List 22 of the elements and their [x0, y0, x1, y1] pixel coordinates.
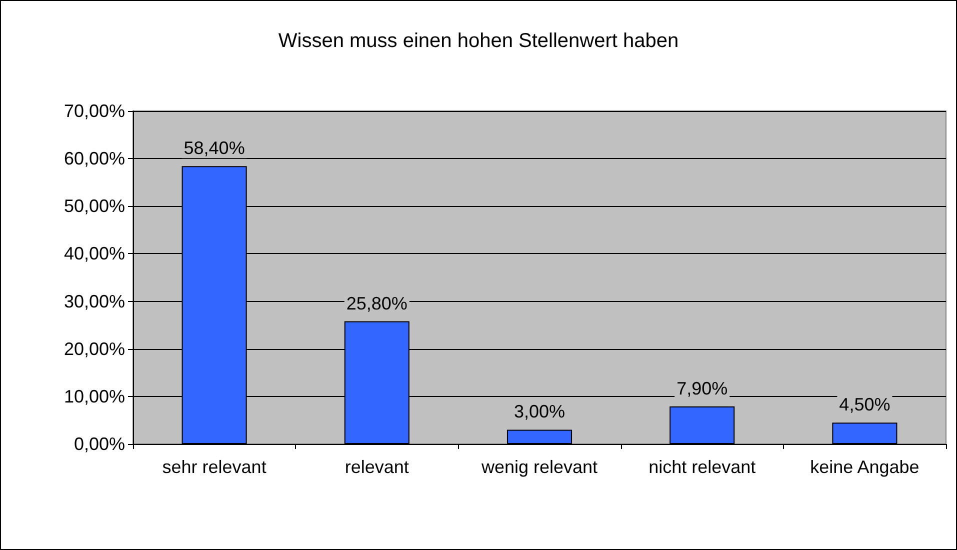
data-label: 7,90% [676, 378, 728, 398]
y-tick-label: 60,00% [64, 148, 125, 169]
data-label: 3,00% [514, 402, 566, 422]
bar [506, 430, 572, 444]
x-tick-label: relevant [344, 457, 409, 477]
chart-title: Wissen muss einen hohen Stellenwert haben [278, 30, 679, 52]
data-label: 4,50% [839, 394, 890, 415]
y-tick-label: 40,00% [64, 244, 125, 264]
x-tick-label: nicht relevant [648, 457, 756, 477]
data-label: 25,80% [346, 293, 408, 314]
y-tick-label: 30,00% [64, 291, 125, 312]
bar [832, 422, 898, 444]
bar [670, 406, 735, 444]
x-tick-label: sehr relevant [162, 457, 266, 477]
y-tick-label: 50,00% [64, 196, 125, 216]
data-label: 58,40% [184, 138, 245, 158]
y-tick-label: 20,00% [64, 338, 125, 359]
y-tick-label: 70,00% [64, 101, 125, 121]
x-tick-label: wenig relevant [480, 457, 598, 477]
y-tick-label: 10,00% [64, 386, 125, 406]
x-tick-label: keine Angabe [810, 457, 920, 477]
y-tick-label: 0,00% [74, 434, 125, 454]
